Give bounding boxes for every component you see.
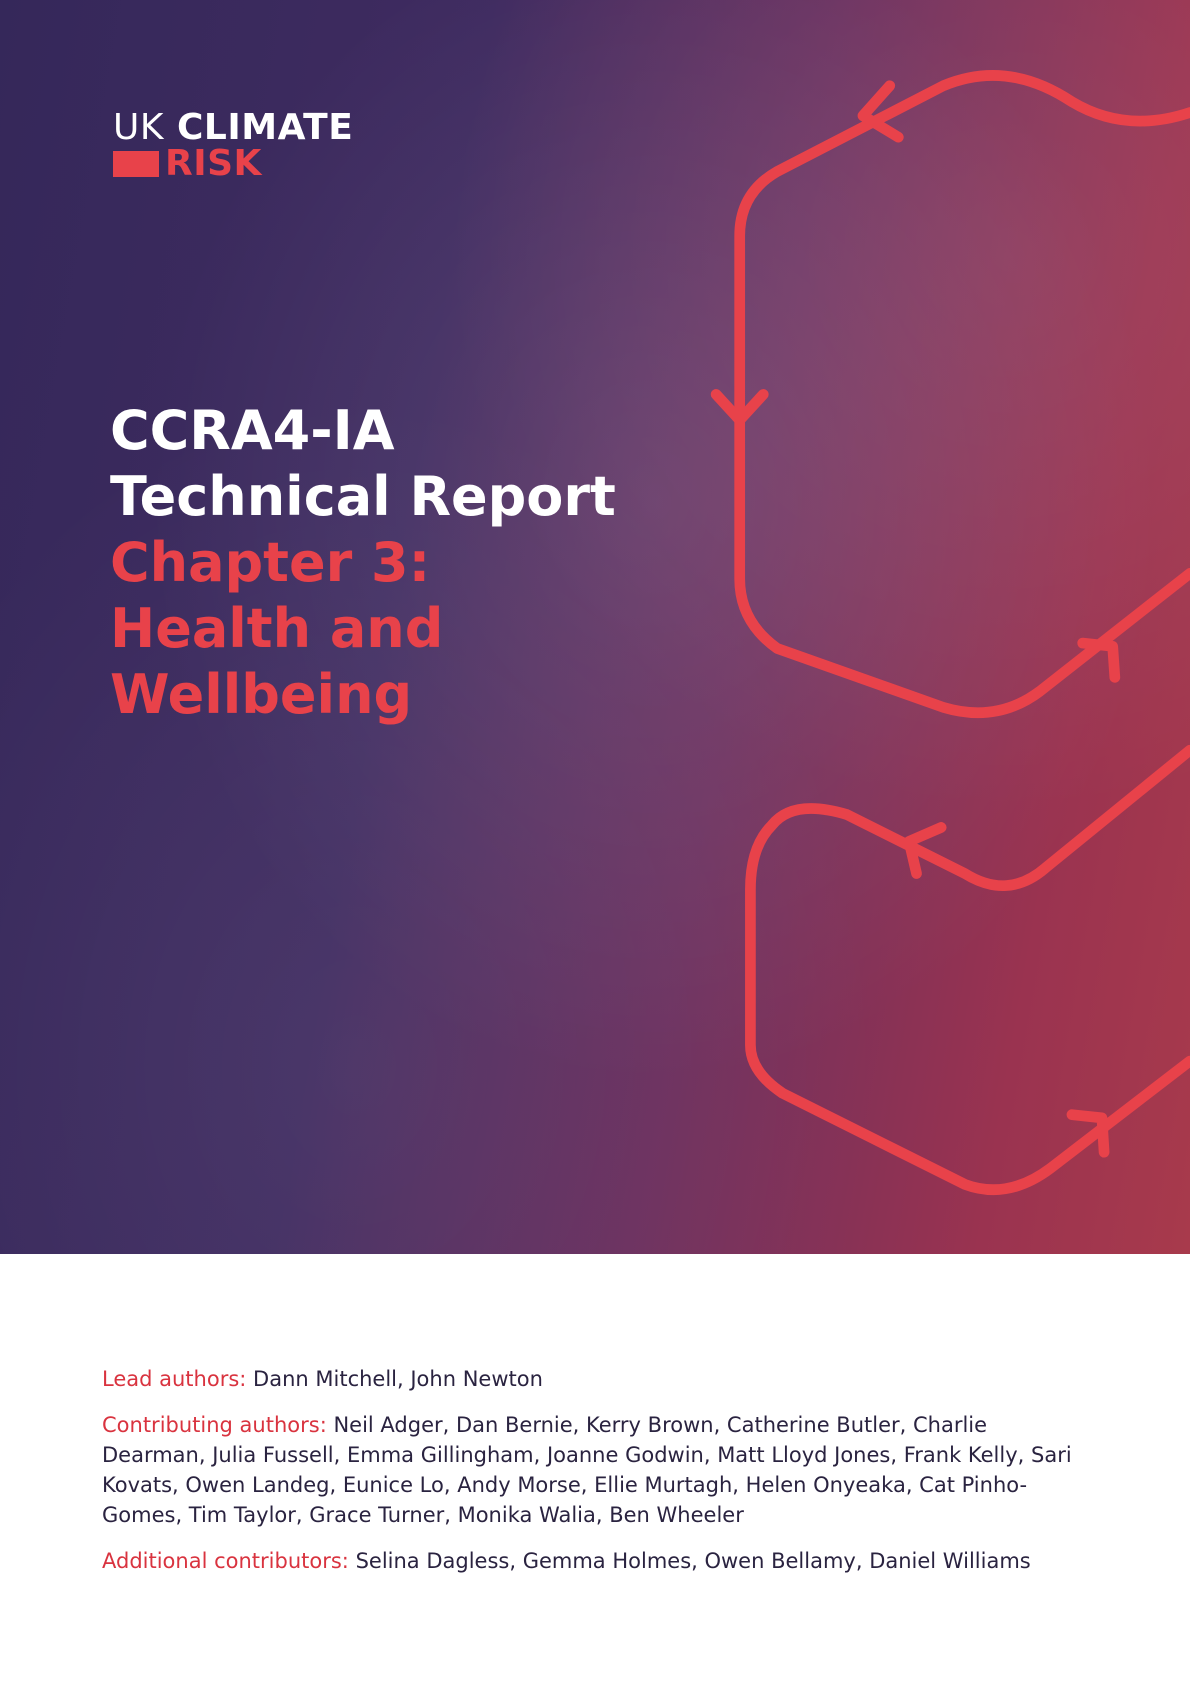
- logo-text: UK: [113, 107, 164, 148]
- credit-label: Additional contributors:: [102, 1549, 349, 1573]
- logo-text: RISK: [165, 143, 262, 184]
- title-line: Technical Report: [110, 465, 616, 528]
- arrowhead: [857, 80, 904, 143]
- credit-names: Neil Adger, Dan Bernie, Kerry Brown, Cat…: [102, 1413, 1072, 1527]
- logo: UK CLIMATE RISK: [113, 110, 353, 182]
- hero-image: UK CLIMATE RISK CCRA4-IA Technical Repor…: [0, 0, 1190, 1254]
- arrowhead: [1066, 1109, 1110, 1158]
- chapter-title: Chapter 3: Health and Wellbeing: [110, 531, 444, 726]
- arrowhead: [1077, 637, 1121, 683]
- satellite-texture: [0, 0, 1190, 1254]
- arrow-path: [734, 70, 1190, 719]
- arrowhead: [710, 389, 769, 426]
- title-block: CCRA4-IA Technical Report Chapter 3: Hea…: [110, 398, 630, 728]
- logo-mark: [113, 151, 159, 177]
- arrow-path: [745, 744, 1190, 1195]
- arrow-graphic: [710, 70, 1190, 1195]
- arrowhead: [903, 822, 947, 879]
- credits: Lead authors: Dann Mitchell, John Newton…: [102, 1364, 1082, 1592]
- credit-label: Contributing authors:: [102, 1413, 327, 1437]
- credit-line: Contributing authors: Neil Adger, Dan Be…: [102, 1410, 1082, 1530]
- logo-text: CLIMATE: [177, 107, 354, 148]
- credit-label: Lead authors:: [102, 1367, 247, 1391]
- credit-line: Additional contributors: Selina Dagless,…: [102, 1546, 1082, 1576]
- credit-names: Dann Mitchell, John Newton: [253, 1367, 543, 1391]
- credit-names: Selina Dagless, Gemma Holmes, Owen Bella…: [355, 1549, 1031, 1573]
- credit-line: Lead authors: Dann Mitchell, John Newton: [102, 1364, 1082, 1394]
- title-line: CCRA4-IA: [110, 399, 395, 462]
